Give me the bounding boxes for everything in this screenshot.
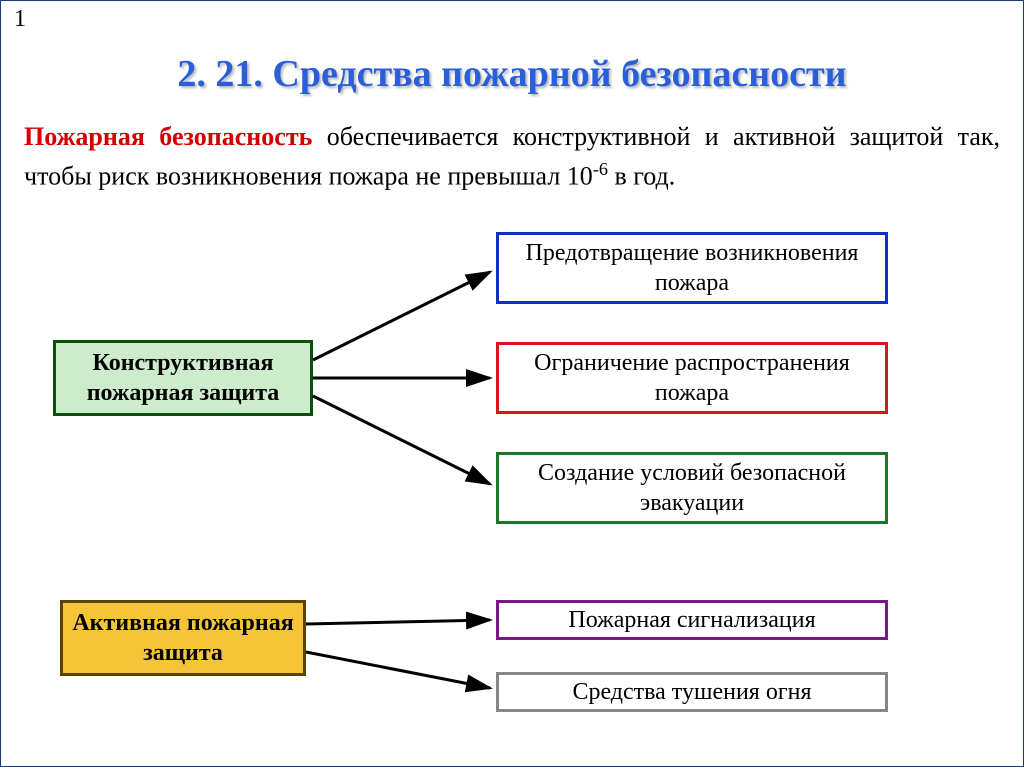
intro-paragraph: Пожарная безопасность обеспечивается кон… [24, 118, 1000, 195]
page-number: 1 [14, 6, 26, 33]
intro-highlight: Пожарная безопасность [24, 122, 312, 151]
page-title: 2. 21. Средства пожарной безопасности [0, 52, 1024, 96]
intro-text-2: в год. [608, 161, 675, 190]
box-constructive-protection: Конструктивная пожарная защита [53, 340, 313, 416]
box-signalization: Пожарная сигнализация [496, 600, 888, 640]
box-limitation: Ограничение распространения пожара [496, 342, 888, 414]
box-active-protection: Активная пожарная защита [60, 600, 306, 676]
box-prevention: Предотвращение возникновения пожара [496, 232, 888, 304]
box-extinguishing: Средства тушения огня [496, 672, 888, 712]
intro-sup: -6 [593, 159, 608, 179]
box-evacuation: Создание условий безопасной эвакуации [496, 452, 888, 524]
